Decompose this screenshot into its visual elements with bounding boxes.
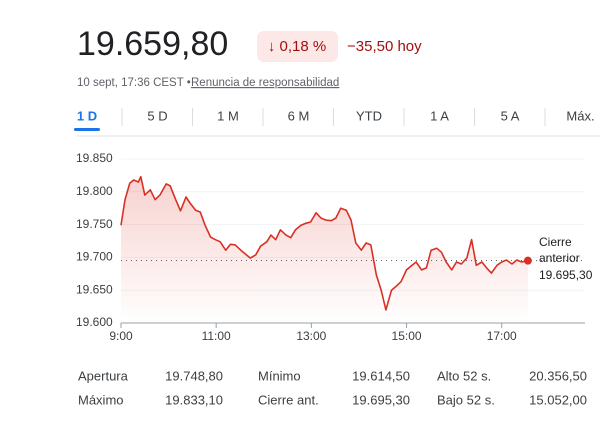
range-tab[interactable]: YTD	[356, 108, 382, 123]
stat-label: Cierre ant.	[258, 392, 319, 407]
range-tab[interactable]: 5 A	[501, 108, 520, 123]
stat-label: Apertura	[78, 368, 129, 383]
range-tab[interactable]: 6 M	[288, 108, 310, 123]
y-tick-label: 19.850	[76, 151, 113, 165]
change-pct: ↓ 0,18 %	[268, 38, 326, 55]
stat-value: 15.052,00	[529, 392, 587, 407]
change-badge	[257, 31, 338, 62]
stat-value: 19.695,30	[352, 392, 410, 407]
x-tick-label: 9:00	[109, 329, 133, 343]
stat-label: Mínimo	[258, 368, 301, 383]
range-tab[interactable]: 1 A	[430, 108, 449, 123]
stat-value: 20.356,50	[529, 368, 587, 383]
last-point	[523, 256, 532, 265]
y-tick-label: 19.650	[76, 282, 113, 296]
stat-label: Máximo	[78, 392, 124, 407]
price-line	[120, 175, 529, 311]
change-abs: −35,50 hoy	[347, 38, 422, 55]
disclaimer-link[interactable]: Renuncia de responsabilidad	[191, 77, 339, 89]
stat-label: Alto 52 s.	[437, 368, 491, 383]
y-tick-label: 19.700	[76, 250, 113, 264]
area-fill	[121, 176, 528, 323]
range-tab[interactable]: 1 D	[77, 108, 97, 123]
stat-label: Bajo 52 s.	[437, 392, 495, 407]
range-tab[interactable]: Máx.	[566, 108, 594, 123]
previous-close-label: Cierre	[539, 235, 572, 249]
timestamp: 10 sept, 17:36 CEST •	[77, 77, 191, 89]
previous-close-label: anterior	[539, 251, 580, 265]
active-tab-indicator	[74, 128, 100, 131]
y-tick-label: 19.800	[76, 184, 113, 198]
y-tick-label: 19.750	[76, 217, 113, 231]
x-tick-label: 11:00	[202, 329, 231, 343]
x-tick-label: 17:00	[487, 329, 517, 343]
previous-close-value: 19.695,30	[539, 268, 593, 282]
y-tick-label: 19.600	[76, 315, 113, 329]
x-tick-label: 13:00	[296, 329, 326, 343]
price: 19.659,80	[77, 25, 228, 63]
stat-value: 19.748,80	[165, 368, 223, 383]
stat-value: 19.614,50	[352, 368, 410, 383]
range-tab[interactable]: 5 D	[147, 108, 167, 123]
x-tick-label: 15:00	[392, 329, 422, 343]
stat-value: 19.833,10	[165, 392, 223, 407]
range-tab[interactable]: 1 M	[217, 108, 239, 123]
